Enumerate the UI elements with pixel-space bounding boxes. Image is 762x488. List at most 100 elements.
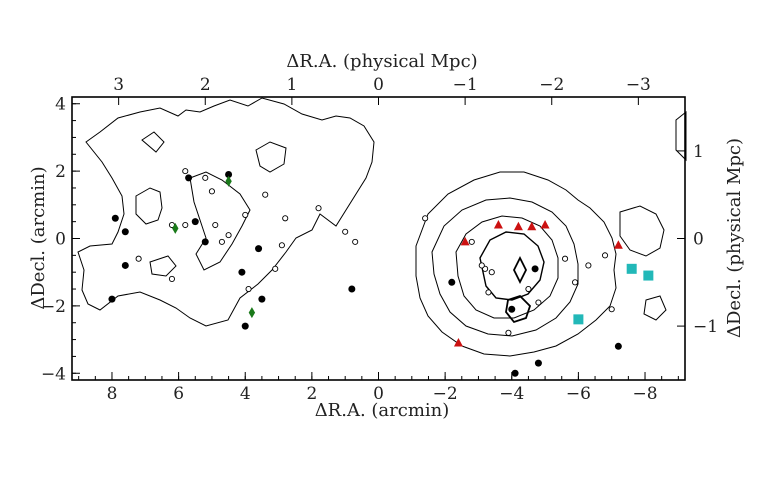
axis-ticks	[72, 97, 685, 380]
contour-right-5	[505, 294, 532, 324]
galaxy-point-filled	[238, 268, 246, 276]
galaxy-point-filled	[225, 170, 233, 178]
contour-right-outer	[415, 171, 617, 357]
x-tick-label: 2	[306, 384, 317, 404]
contour-right-east	[619, 205, 665, 257]
galaxy-point-open	[505, 329, 512, 336]
galaxy-point-open	[282, 215, 289, 222]
galaxy-point-filled	[241, 322, 249, 330]
contour-right-3	[455, 215, 559, 319]
galaxy-point-open	[535, 299, 542, 306]
galaxy-point-open	[212, 221, 219, 229]
contour-right-east-2	[643, 295, 667, 321]
x2-tick-label: −2	[539, 75, 564, 95]
galaxy-point-diamond	[248, 307, 256, 319]
galaxy-point-open	[208, 188, 215, 195]
galaxy-point-triangle	[493, 220, 503, 229]
galaxy-point-open	[352, 238, 359, 245]
galaxy-point-open	[218, 238, 225, 245]
galaxy-point-filled	[614, 342, 622, 350]
galaxy-point-square	[626, 263, 637, 274]
x-tick-label: −4	[499, 384, 524, 404]
galaxy-point-filled	[255, 245, 263, 253]
galaxy-point-open	[262, 191, 269, 198]
galaxy-point-filled	[201, 238, 209, 246]
galaxy-point-filled	[448, 278, 456, 286]
data-points	[108, 168, 654, 377]
galaxy-point-open	[182, 168, 189, 175]
y-tick-label: 2	[55, 162, 66, 182]
contour-right-2	[431, 197, 579, 337]
galaxy-point-open	[601, 252, 609, 259]
galaxy-point-triangle	[513, 221, 523, 231]
galaxy-point-filled	[111, 214, 119, 222]
galaxy-point-open	[342, 228, 349, 235]
galaxy-point-triangle	[613, 240, 623, 249]
contour-left-inner-5	[141, 131, 165, 153]
x-axis-title: ΔR.A. (arcmin)	[315, 400, 450, 421]
x2-tick-label: 2	[200, 75, 211, 95]
contour-left-outer	[77, 97, 375, 327]
density-contours	[77, 97, 687, 357]
galaxy-point-square	[573, 314, 584, 325]
axis-tick-labels: 8 6 4 2 0 −2 −4 −6 −8 −4 −2 0 2 4 3 2 1 0 −1 −2 −3 1 0 −1	[41, 75, 718, 404]
galaxy-point-triangle	[540, 220, 550, 229]
x2-tick-label: 0	[373, 75, 384, 95]
x-tick-label: 4	[240, 384, 251, 404]
galaxy-point-open	[572, 279, 579, 286]
y-tick-label: 0	[55, 230, 66, 250]
y-axis-title: ΔDecl. (arcmin)	[28, 166, 49, 309]
galaxy-point-filled	[108, 295, 116, 303]
galaxy-point-open	[488, 269, 495, 276]
galaxy-point-open	[202, 174, 209, 181]
x-tick-label: 0	[373, 384, 384, 404]
galaxy-point-diamond	[172, 222, 179, 234]
galaxy-point-open	[315, 205, 322, 212]
galaxy-point-open	[485, 289, 492, 296]
galaxy-point-filled	[258, 295, 266, 303]
y2-tick-label: 1	[693, 142, 704, 162]
galaxy-point-open	[585, 262, 592, 269]
galaxy-point-filled	[508, 305, 516, 313]
galaxy-point-filled	[348, 285, 356, 293]
contour-left-inner-2	[189, 171, 251, 271]
x-tick-label: 6	[173, 384, 184, 404]
galaxy-point-filled	[531, 265, 539, 273]
galaxy-point-open	[272, 265, 279, 272]
galaxy-point-filled	[121, 261, 129, 269]
x-tick-label: −8	[632, 384, 657, 404]
galaxy-point-open	[422, 215, 429, 222]
x2-tick-label: −3	[626, 75, 651, 95]
galaxy-point-diamond	[225, 175, 232, 187]
contour-right-edge	[675, 110, 687, 162]
galaxy-point-filled	[511, 369, 519, 377]
contour-right-4	[479, 231, 545, 301]
x2-tick-label: 1	[286, 75, 297, 95]
galaxy-point-open	[278, 242, 285, 249]
y2-axis-title: ΔDecl. (physical Mpc)	[724, 138, 745, 338]
galaxy-point-triangle	[460, 236, 470, 246]
contour-left-inner-1	[135, 187, 163, 225]
galaxy-point-open	[608, 306, 615, 313]
x2-axis-title: ΔR.A. (physical Mpc)	[286, 51, 477, 72]
galaxy-point-open	[468, 238, 475, 245]
galaxy-point-open	[242, 211, 249, 218]
x2-tick-label: −1	[453, 75, 478, 95]
y2-tick-label: −1	[693, 317, 718, 337]
galaxy-point-open	[225, 232, 232, 239]
x2-tick-label: 3	[113, 75, 124, 95]
galaxy-point-open	[135, 255, 142, 262]
galaxy-point-filled	[185, 174, 193, 182]
galaxy-point-open	[245, 285, 252, 293]
x-tick-label: −2	[433, 384, 458, 404]
y-tick-label: −2	[41, 297, 66, 317]
y-tick-label: −4	[41, 364, 66, 384]
x-tick-label: 8	[107, 384, 118, 404]
galaxy-point-open	[525, 285, 532, 293]
contour-left-inner-4	[255, 141, 287, 173]
galaxy-point-triangle	[527, 221, 537, 231]
galaxy-point-square	[643, 270, 654, 281]
galaxy-point-open	[562, 255, 569, 262]
galaxy-point-filled	[191, 218, 199, 226]
